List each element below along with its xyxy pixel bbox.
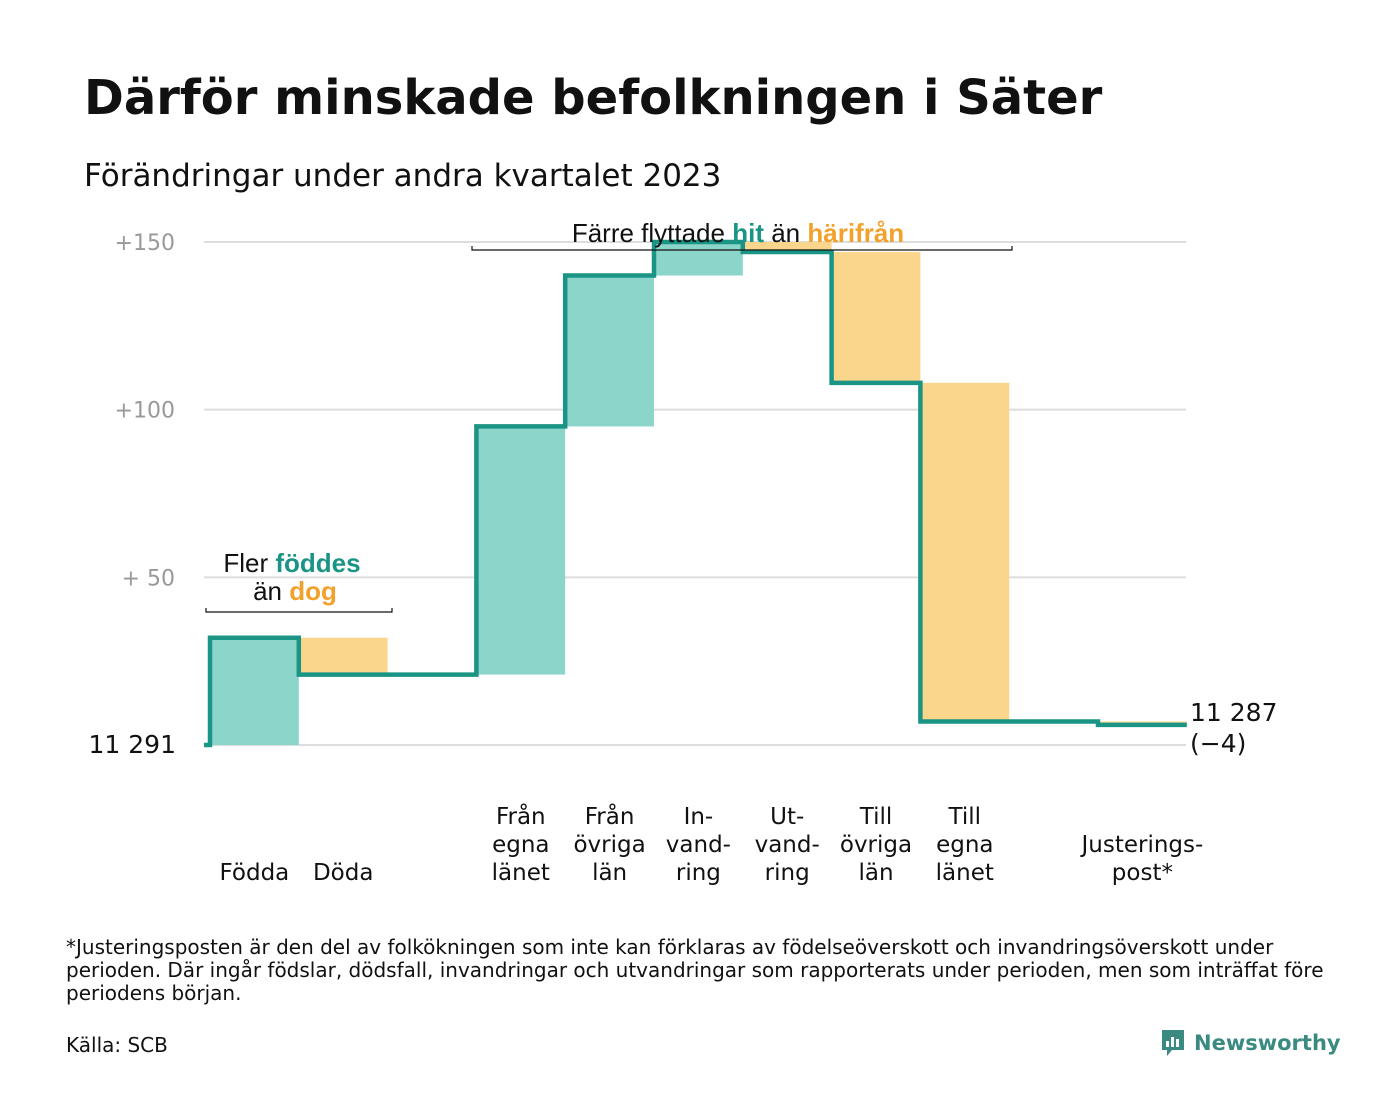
y-tick-label: +150 — [115, 231, 175, 256]
category-label: län — [858, 860, 893, 886]
brand-logo: Newsworthy — [1160, 1028, 1341, 1058]
migration-bracket — [471, 246, 1013, 251]
decrease-bar — [831, 252, 921, 383]
decrease-bar — [742, 242, 832, 253]
category-label: vand- — [755, 832, 820, 858]
category-label: län — [592, 860, 627, 886]
category-label: Till — [859, 804, 893, 830]
births-deaths-annotation: Fler föddes — [223, 548, 360, 578]
source-label: Källa: SCB — [66, 1033, 168, 1057]
footnote: *Justeringsposten är den del av folkökni… — [66, 935, 1324, 1005]
category-label: länet — [936, 860, 994, 886]
chart-title: Därför minskade befolkningen i Säter — [84, 70, 1103, 126]
end-change-label: (−4) — [1190, 729, 1246, 758]
category-label: ring — [676, 860, 721, 886]
category-label: länet — [492, 860, 550, 886]
category-label: Från — [585, 802, 635, 830]
category-label: vand- — [666, 832, 731, 858]
category-label: ring — [765, 860, 810, 886]
category-label: Döda — [313, 860, 373, 886]
category-label: Ut- — [770, 804, 804, 830]
category-label: Justerings- — [1079, 832, 1203, 858]
start-value-label: 11 291 — [89, 730, 176, 759]
y-tick-label: + 50 — [122, 566, 175, 591]
births-deaths-annotation: än dog — [253, 576, 337, 606]
category-label: In- — [684, 804, 714, 830]
newsworthy-logo-icon — [1162, 1030, 1184, 1056]
category-label: egna — [492, 832, 549, 858]
migration-annotation: Färre flyttade hit än härifrån — [572, 218, 904, 248]
running-total-line — [204, 239, 1187, 748]
category-label: egna — [936, 832, 993, 858]
births-deaths-bracket — [205, 608, 393, 613]
category-label: Från — [496, 802, 546, 830]
increase-bar — [565, 275, 654, 427]
category-label: övriga — [840, 832, 912, 858]
decrease-bar — [298, 637, 388, 675]
category-label: post* — [1112, 860, 1173, 886]
category-label: Till — [948, 804, 982, 830]
category-label: övriga — [573, 832, 645, 858]
decrease-bar — [920, 382, 1010, 722]
category-label: Födda — [220, 860, 290, 886]
increase-bar — [210, 637, 299, 745]
brand-name: Newsworthy — [1194, 1031, 1341, 1055]
end-value-label: 11 287 — [1190, 698, 1277, 727]
chart-subtitle: Förändringar under andra kvartalet 2023 — [84, 158, 722, 194]
increase-bar — [476, 426, 566, 675]
y-tick-label: +100 — [115, 399, 175, 424]
increase-bar — [654, 242, 743, 276]
